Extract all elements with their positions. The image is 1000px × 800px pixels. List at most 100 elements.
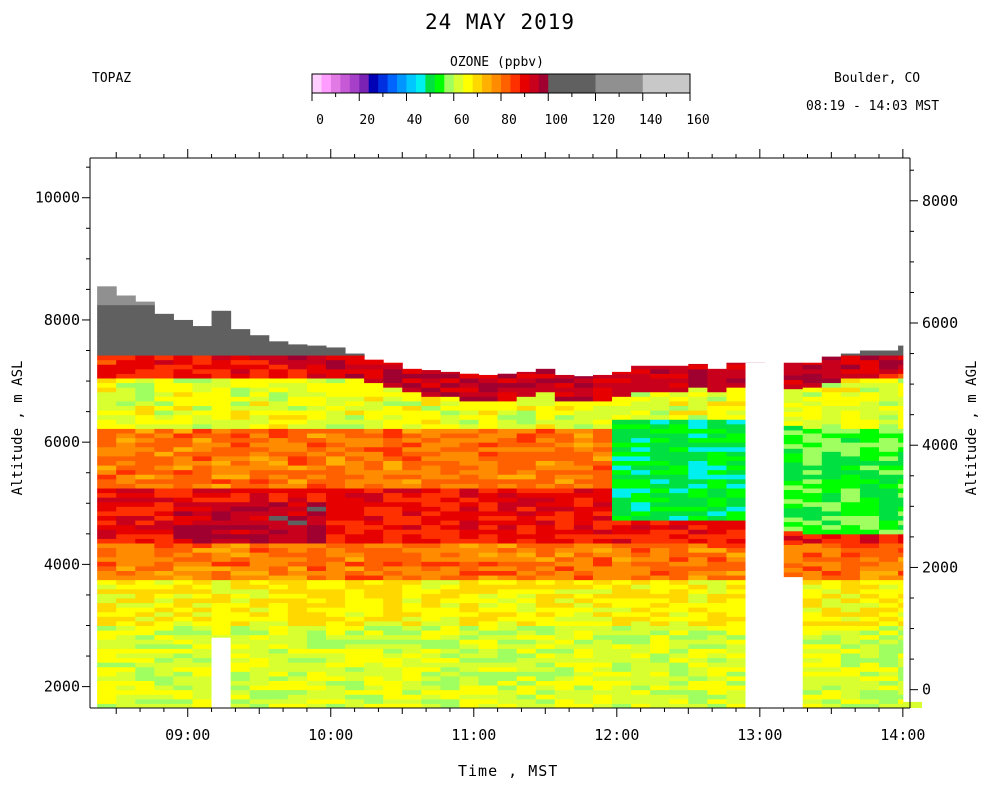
ozone-cell: [478, 698, 499, 704]
ozone-cell: [287, 575, 308, 581]
ozone-cell: [783, 439, 804, 445]
ozone-cell: [97, 607, 117, 613]
ozone-cell: [669, 437, 689, 443]
ozone-cell: [402, 570, 422, 576]
ozone-cell: [821, 671, 842, 677]
ozone-cell: [306, 460, 327, 466]
ozone-cell: [306, 437, 327, 443]
ozone-cell: [249, 653, 270, 659]
ozone-cell: [402, 492, 422, 498]
ozone-cell: [821, 405, 842, 411]
ozone-cell: [573, 423, 594, 429]
ozone-cell: [898, 469, 904, 475]
ozone-cell: [879, 433, 899, 439]
ozone-cell: [364, 405, 384, 411]
ozone-cell: [669, 575, 689, 581]
ozone-cell: [802, 524, 823, 530]
ozone-cell: [345, 634, 365, 640]
ozone-cell: [726, 570, 747, 576]
ozone-cell: [669, 703, 689, 709]
ozone-cell: [898, 428, 904, 434]
ozone-cell: [268, 455, 289, 461]
ozone-cell: [669, 602, 689, 608]
ozone-cell: [459, 501, 480, 507]
ozone-cell: [97, 318, 117, 324]
ozone-cell: [173, 332, 193, 338]
ozone-cell: [516, 653, 537, 659]
ozone-cell: [192, 662, 213, 668]
ozone-cell: [821, 387, 842, 393]
ozone-cell: [268, 400, 289, 406]
ozone-cell: [97, 391, 117, 397]
ozone-cell: [497, 634, 518, 640]
ozone-cell: [859, 607, 880, 613]
ozone-cell: [879, 552, 899, 558]
ozone-cell: [612, 689, 632, 695]
ozone-cell: [154, 359, 174, 365]
ozone-cell: [840, 419, 861, 425]
ozone-cell: [287, 593, 308, 599]
ozone-cell: [478, 556, 499, 562]
ozone-cell: [364, 400, 384, 406]
ozone-cell: [421, 455, 441, 461]
ozone-cell: [612, 510, 632, 516]
ozone-cell: [554, 680, 575, 686]
ozone-cell: [631, 575, 651, 581]
ozone-cell: [97, 419, 117, 425]
ozone-cell: [230, 329, 251, 333]
ozone-cell: [592, 455, 613, 461]
ozone-cell: [364, 378, 384, 384]
ozone-cell: [535, 497, 556, 503]
ozone-cell: [402, 602, 422, 608]
ozone-cell: [879, 437, 899, 443]
ozone-cell: [859, 680, 880, 686]
ozone-cell: [97, 433, 117, 439]
ozone-cell: [669, 593, 689, 599]
ozone-cell: [192, 355, 213, 361]
ozone-cell: [97, 414, 117, 420]
ozone-cell: [478, 565, 499, 571]
ozone-cell: [783, 420, 804, 426]
ozone-cell: [535, 703, 556, 709]
ozone-cell: [478, 561, 499, 567]
ozone-cell: [497, 579, 518, 585]
ozone-cell: [383, 648, 403, 654]
ozone-cell: [669, 662, 689, 668]
ozone-cell: [135, 410, 155, 416]
ozone-cell: [859, 675, 880, 681]
ozone-cell: [440, 657, 460, 663]
ozone-cell: [554, 543, 575, 549]
ozone-cell: [345, 451, 365, 457]
ozone-cell: [135, 414, 155, 420]
ozone-cell: [631, 648, 651, 654]
ozone-cell: [688, 492, 708, 498]
ozone-cell: [192, 680, 213, 686]
ozone-cell: [802, 442, 823, 448]
ozone-cell: [440, 648, 460, 654]
ozone-cell: [650, 588, 670, 594]
ozone-cell: [821, 364, 842, 370]
ozone-cell: [535, 602, 556, 608]
ozone-cell: [97, 584, 117, 590]
ozone-cell: [535, 685, 556, 691]
ozone-cell: [554, 611, 575, 617]
ozone-cell: [306, 501, 327, 507]
ozone-cell: [211, 630, 232, 636]
ozone-cell: [345, 529, 365, 535]
ozone-cell: [802, 607, 823, 613]
ozone-cell: [364, 579, 384, 585]
ozone-cell: [135, 318, 155, 324]
ozone-cell: [268, 680, 289, 686]
ozone-cell: [306, 694, 327, 700]
ozone-cell: [535, 419, 556, 425]
ozone-cell: [898, 368, 904, 374]
ozone-cell: [459, 520, 480, 526]
ozone-cell: [173, 400, 193, 406]
ozone-cell: [554, 648, 575, 654]
ozone-cell: [688, 419, 708, 425]
ozone-cell: [402, 419, 422, 425]
ozone-cell: [650, 703, 670, 709]
ozone-cell: [402, 510, 422, 516]
ozone-cell: [249, 469, 270, 475]
ozone-cell: [306, 533, 327, 539]
